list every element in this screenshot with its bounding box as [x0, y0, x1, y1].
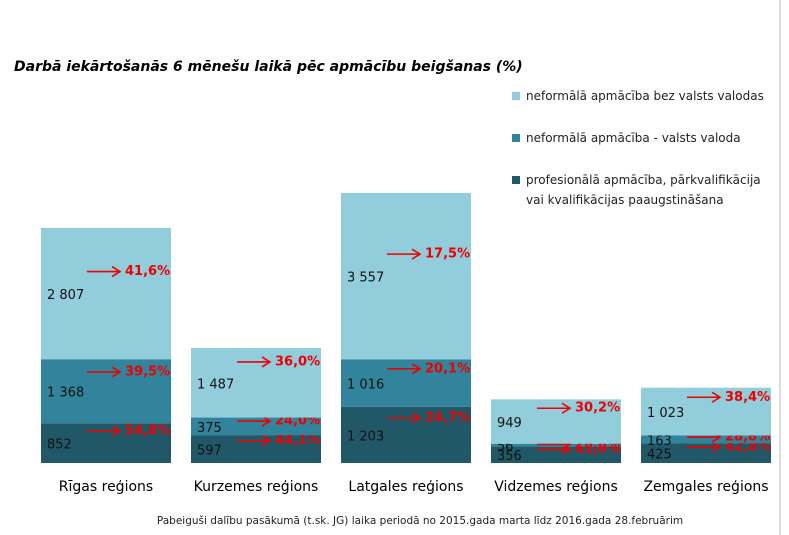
value-label: 852 [47, 438, 72, 453]
bar-segment [341, 359, 471, 407]
value-label: 1 023 [647, 406, 684, 421]
legend-item: neformālā apmācība bez valsts valodas [512, 86, 782, 106]
value-label: 356 [497, 449, 522, 464]
arrow-head [261, 434, 272, 447]
arrow-head [261, 415, 272, 427]
bar-segment [41, 423, 171, 463]
legend-label: neformālā apmācība - valsts valoda [526, 131, 741, 145]
value-label: 375 [197, 421, 222, 436]
bar-segment [41, 359, 171, 424]
arrow-head [111, 425, 122, 437]
percent-label: 24,7% [425, 411, 470, 426]
bar-segment [641, 387, 771, 436]
x-tick-label: Vidzemes reģions [494, 479, 618, 495]
percent-label: 20,1% [425, 361, 470, 376]
percent-label: 54,8% [125, 424, 170, 439]
bar-segment [191, 435, 321, 463]
bar-segment [191, 417, 321, 436]
value-label: 3 557 [347, 271, 384, 286]
arrow-head [711, 391, 722, 403]
value-label: 2 807 [47, 288, 84, 303]
percent-label: 44,1% [275, 433, 320, 448]
legend-swatch [512, 134, 520, 142]
x-tick-label: Zemgales reģions [643, 479, 768, 495]
legend-label: neformālā apmācība bez valsts valodas [526, 89, 764, 103]
value-label: 1 487 [197, 377, 234, 392]
percent-label: 41,6% [125, 264, 170, 279]
percent-label: 17,5% [425, 247, 470, 262]
legend-item: neformālā apmācība - valsts valoda [512, 128, 782, 148]
x-tick-label: Kurzemes reģions [194, 479, 319, 495]
arrow-head [561, 402, 572, 414]
value-label: 597 [197, 444, 222, 459]
x-tick-label: Rīgas reģions [59, 479, 153, 495]
legend-swatch [512, 92, 520, 100]
legend-swatch [512, 176, 520, 184]
arrow-head [111, 366, 122, 378]
percent-label: 30,2% [575, 401, 620, 416]
bar-segment [191, 348, 321, 418]
percent-label: 36,0% [275, 354, 320, 369]
arrow-head [261, 356, 272, 368]
percent-label: 39,5% [125, 365, 170, 380]
arrow-head [411, 248, 422, 260]
chart-title: Darbā iekārtošanās 6 mēnešu laikā pēc ap… [14, 59, 523, 75]
legend: neformālā apmācība bez valsts valodas nef… [512, 86, 782, 232]
legend-item: profesionālā apmācība, pārkvalifikācija … [512, 170, 782, 210]
bar-segment [491, 446, 621, 463]
footnote: Pabeiguši dalību pasākumā (t.sk. JG) lai… [157, 515, 683, 527]
arrow-head [111, 265, 122, 278]
value-label: 1 016 [347, 378, 384, 393]
bar-segment [641, 435, 771, 444]
arrow-head [411, 412, 422, 424]
bar-segment [491, 399, 621, 444]
bar-segment [341, 192, 471, 360]
value-label: 1 368 [47, 386, 84, 401]
percent-label: 38,4% [725, 390, 770, 405]
bar-segment [341, 406, 471, 463]
x-tick-label: Latgales reģions [348, 479, 463, 495]
value-label: 1 203 [347, 429, 384, 444]
value-label: 425 [647, 448, 672, 463]
legend-label: profesionālā apmācība, pārkvalifikācija … [526, 173, 761, 207]
arrow-head [411, 363, 422, 375]
percent-label: 42,8% [725, 440, 770, 455]
value-label: 949 [497, 416, 522, 431]
value-label: 163 [647, 434, 672, 449]
bar-segment [41, 227, 171, 360]
bar-segment [641, 443, 771, 463]
arrow-head [711, 441, 722, 453]
